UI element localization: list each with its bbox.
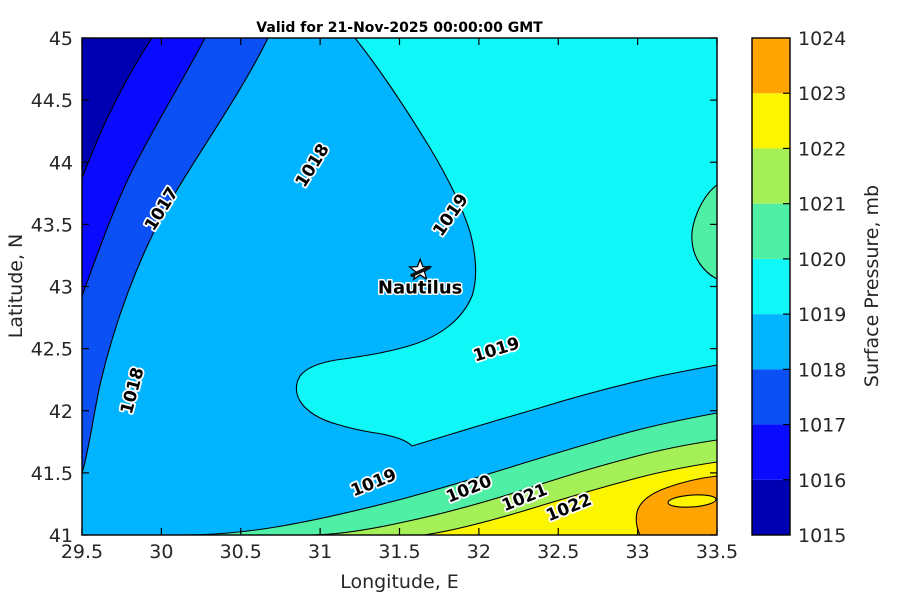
nautilus-marker-bar	[410, 265, 431, 278]
colorbar-swatches	[752, 38, 790, 535]
contour-band-1019	[180, 38, 717, 535]
x-axis-label: Longitude, E	[340, 571, 459, 593]
x-tick-label: 30.5	[220, 541, 262, 563]
plot-frame	[81, 37, 718, 536]
contour-line-1019-right	[411, 364, 717, 447]
colorbar-tick-label: 1022	[798, 138, 846, 160]
contour-line-lens	[667, 494, 717, 508]
colorbar-ticks: 1015 1016 1017 1018 1019 1020 1021 1022 1023 1024	[783, 28, 846, 547]
x-tick-label: 32.5	[537, 541, 579, 563]
colorbar-axis-label: Surface Pressure, mb	[861, 185, 883, 387]
x-tick-label: 32	[467, 541, 491, 563]
colorbar-tick-label: 1024	[798, 28, 846, 50]
y-tick-label: 42	[49, 401, 73, 423]
x-tick-label: 31	[308, 541, 332, 563]
contour-line-1022	[423, 461, 717, 535]
contour-line-1020	[179, 412, 717, 535]
x-tick-label: 29.5	[61, 541, 103, 563]
contour-lobe-1020	[691, 185, 717, 279]
colorbar-band	[752, 38, 790, 94]
contour-bands	[82, 38, 717, 535]
y-axis-label: Latitude, N	[5, 234, 27, 339]
colorbar-tick-label: 1015	[798, 525, 846, 547]
contour-line-1018	[82, 38, 269, 474]
y-tick-label: 41	[49, 525, 73, 547]
colorbar-band	[752, 203, 790, 259]
colorbar-tick-label: 1023	[798, 83, 846, 105]
x-tick-label: 33.5	[696, 541, 738, 563]
colorbar-band	[752, 479, 790, 535]
x-tick-label: 30	[149, 541, 173, 563]
colorbar: 1015 1016 1017 1018 1019 1020 1021 1022 1023 1024…	[751, 28, 883, 547]
y-tick-label: 41.5	[31, 463, 73, 485]
y-tick-label: 43.5	[31, 214, 73, 236]
colorbar-band	[752, 369, 790, 425]
y-tick-label: 43	[49, 277, 73, 299]
colorbar-tick-label: 1019	[798, 304, 846, 326]
chart-title: Valid for 21-Nov-2025 00:00:00 GMT	[256, 20, 543, 36]
colorbar-band	[752, 424, 790, 480]
colorbar-band	[752, 93, 790, 149]
y-tick-label: 44.5	[31, 90, 73, 112]
colorbar-tick-label: 1017	[798, 415, 846, 437]
contour-line-1017	[82, 38, 206, 297]
y-tick-label: 42.5	[31, 339, 73, 361]
colorbar-tick-label: 1016	[798, 470, 846, 492]
colorbar-band	[752, 148, 790, 204]
x-tick-label: 31.5	[378, 541, 420, 563]
y-tick-label: 44	[49, 152, 73, 174]
contour-line-1023	[635, 475, 717, 535]
site-label-halo: Nautilus	[378, 277, 463, 298]
contour-line-lobe	[691, 184, 717, 280]
colorbar-tick-label: 1021	[798, 194, 846, 216]
colorbar-tick-label: 1018	[798, 359, 846, 381]
contour-lines	[82, 38, 717, 535]
contour-line-1021	[309, 439, 717, 535]
colorbar-band	[752, 314, 790, 370]
contour-line-1019-upper	[295, 38, 477, 447]
colorbar-tick-label: 1020	[798, 249, 846, 271]
colorbar-frame	[751, 37, 791, 536]
contour-band-1015	[82, 38, 152, 178]
plot-area: 1017101710181018101910191018101810191019…	[31, 28, 738, 563]
contour-lens-1022	[668, 494, 716, 508]
y-tick-label: 45	[49, 28, 73, 50]
colorbar-band	[752, 258, 790, 315]
x-tick-label: 33	[626, 541, 650, 563]
site-label: Nautilus	[378, 277, 463, 298]
